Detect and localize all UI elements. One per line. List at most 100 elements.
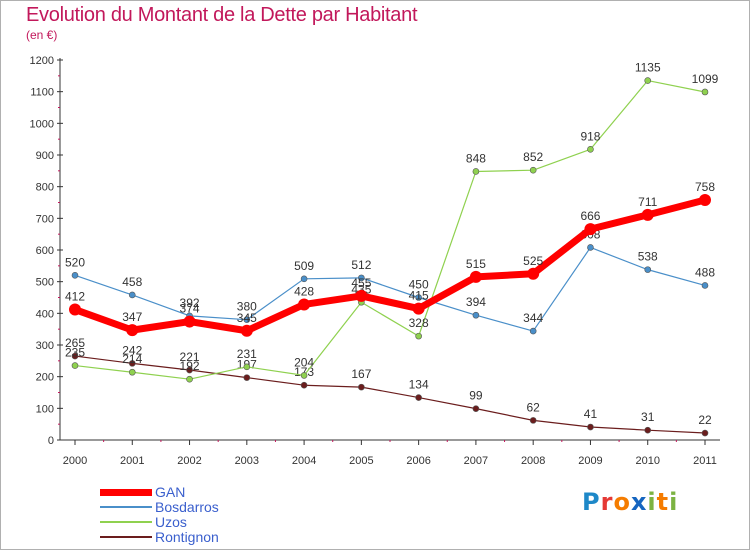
data-point-gan: [641, 208, 654, 221]
logo-letter: i: [669, 488, 679, 516]
data-label-gan: 374: [180, 302, 200, 316]
x-tick-label: 2000: [63, 455, 87, 467]
data-point-gan: [699, 193, 711, 206]
data-point-uzos: [587, 146, 594, 153]
data-label-gan: 415: [409, 289, 429, 303]
data-label-bosdarros: 450: [409, 278, 429, 292]
y-tick-label: 0: [48, 435, 54, 447]
data-point-rontignon: [587, 423, 594, 431]
data-label-rontignon: 99: [469, 389, 483, 403]
data-point-gan: [240, 324, 253, 337]
data-point-gan: [126, 324, 139, 337]
x-tick-label: 2006: [406, 455, 430, 467]
x-tick-label: 2009: [578, 455, 602, 467]
data-label-uzos: 235: [65, 346, 85, 360]
x-tick-label: 2011: [693, 455, 717, 467]
data-point-rontignon: [472, 405, 480, 412]
x-tick-label: 2007: [464, 455, 488, 467]
data-label-rontignon: 22: [698, 413, 712, 427]
legend-label-gan: GAN: [155, 484, 186, 500]
y-tick-label: 800: [36, 182, 54, 194]
legend-item-gan: GAN: [100, 484, 300, 500]
y-tick-label: 600: [36, 245, 54, 257]
legend-item-uzos: Uzos: [100, 514, 300, 530]
y-tick-label: 300: [36, 340, 54, 352]
data-point-bosdarros: [701, 282, 709, 289]
data-label-uzos: 852: [523, 150, 543, 164]
y-tick-label: 100: [36, 403, 54, 415]
data-point-uzos: [472, 168, 480, 175]
series-line-uzos: [74, 79, 706, 380]
data-label-gan: 711: [638, 195, 657, 209]
data-point-rontignon: [644, 426, 652, 434]
data-point-gan: [355, 289, 368, 302]
data-point-bosdarros: [128, 291, 136, 299]
data-label-gan: 412: [65, 290, 85, 304]
legend-label-bosdarros: Bosdarros: [155, 499, 219, 515]
data-point-gan: [527, 267, 540, 280]
data-point-rontignon: [186, 366, 193, 374]
data-point-gan: [298, 298, 311, 311]
y-tick-label: 1200: [30, 55, 54, 67]
data-point-gan: [183, 315, 196, 328]
legend-swatch-rontignon: [100, 536, 152, 538]
data-label-rontignon: 41: [584, 407, 598, 421]
x-tick-label: 2004: [292, 455, 316, 467]
logo-letter: o: [613, 488, 631, 516]
y-tick-label: 1000: [30, 118, 54, 130]
logo-letter: P: [582, 488, 601, 516]
x-tick-label: 2005: [349, 455, 373, 467]
data-point-rontignon: [128, 360, 136, 367]
data-label-bosdarros: 509: [294, 259, 314, 273]
y-tick-label: 700: [36, 213, 54, 225]
chart-subtitle: (en €): [26, 28, 58, 42]
data-label-uzos: 231: [237, 347, 257, 361]
data-point-bosdarros: [472, 311, 480, 319]
legend-label-rontignon: Rontignon: [155, 529, 219, 545]
data-label-rontignon: 221: [180, 350, 200, 364]
logo-letter: i: [647, 488, 657, 516]
data-label-rontignon: 242: [122, 343, 142, 357]
data-point-uzos: [128, 368, 136, 376]
data-point-uzos: [186, 375, 193, 383]
data-label-uzos: 192: [180, 359, 200, 373]
y-tick-label: 400: [36, 308, 54, 320]
data-point-gan: [584, 223, 597, 236]
legend-swatch-bosdarros: [100, 506, 152, 508]
data-label-gan: 515: [466, 257, 486, 271]
data-label-uzos: 848: [466, 151, 486, 165]
data-label-bosdarros: 344: [523, 311, 543, 325]
data-point-uzos: [300, 372, 308, 379]
series-line-rontignon: [74, 355, 706, 434]
data-point-bosdarros: [587, 244, 594, 251]
data-label-bosdarros: 458: [122, 275, 142, 289]
legend-label-uzos: Uzos: [155, 514, 187, 530]
data-label-rontignon: 134: [409, 378, 429, 392]
data-point-gan: [469, 270, 482, 283]
series-line-bosdarros: [74, 246, 706, 332]
data-label-bosdarros: 488: [695, 265, 715, 279]
legend-item-rontignon: Rontignon: [100, 529, 300, 545]
data-label-gan: 455: [351, 276, 371, 290]
data-label-uzos: 1135: [635, 61, 661, 75]
data-label-gan: 666: [580, 209, 600, 223]
data-point-uzos: [243, 363, 251, 371]
data-label-uzos: 918: [580, 129, 600, 143]
data-point-bosdarros: [529, 327, 537, 335]
data-label-rontignon: 62: [527, 400, 541, 414]
data-label-gan: 428: [294, 284, 314, 298]
data-point-bosdarros: [415, 294, 422, 301]
data-label-bosdarros: 380: [237, 300, 257, 314]
y-tick-label: 500: [36, 277, 54, 289]
x-tick-label: 2010: [635, 455, 659, 467]
data-label-gan: 525: [523, 254, 543, 268]
x-tick-label: 2003: [235, 455, 259, 467]
data-point-rontignon: [71, 352, 79, 360]
y-tick-label: 1100: [30, 87, 54, 99]
data-label-bosdarros: 394: [466, 295, 486, 309]
legend-swatch-uzos: [100, 521, 152, 523]
chart-title: Evolution du Montant de la Dette par Hab…: [26, 4, 418, 26]
data-point-rontignon: [529, 417, 537, 424]
data-point-uzos: [415, 332, 422, 340]
